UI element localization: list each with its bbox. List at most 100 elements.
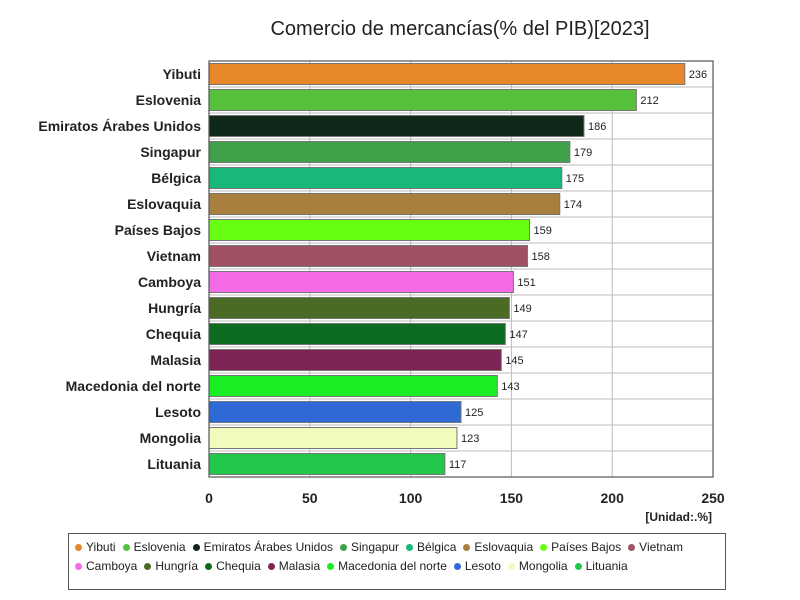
value-label: 159 [534,225,552,237]
category-label: Macedonia del norte [66,378,202,394]
legend-item: Chequia [205,559,261,573]
value-label: 147 [509,329,527,341]
legend-marker [267,562,275,570]
chart-title: Comercio de mercancías(% del PIB)[2023] [270,18,649,40]
legend-item: Yibuti [75,540,116,554]
category-label: Países Bajos [115,222,202,238]
bar [208,167,563,189]
category-label: Emiratos Árabes Unidos [38,118,201,134]
x-tick-label: 100 [399,490,423,506]
legend-item: Eslovaquia [463,540,533,554]
legend-marker [453,562,461,570]
legend-marker [75,562,82,570]
legend-item: Camboya [75,559,137,573]
unit-label: [Unidad:.%] [645,510,712,524]
x-tick-label: 150 [500,490,524,506]
value-label: 179 [574,147,592,159]
value-label: 151 [517,277,535,289]
bar [208,401,462,423]
legend-item: Vietnam [628,540,683,554]
legend-item: Países Bajos [540,540,621,554]
plot-frame [208,60,714,478]
legend-label: Malasia [278,559,321,573]
legend-label: Hungría [155,559,199,573]
category-labels: Yibuti Eslovenia Emiratos Árabes Unidos Sin… [38,66,201,472]
value-labels: 236 212 186 179 175 174 159 158 151 149 147 145 143 1… [449,69,707,471]
bar [208,453,446,475]
legend-label: Macedonia del norte [338,559,447,573]
bar [208,63,686,85]
value-label: 145 [505,355,523,367]
category-label: Camboya [138,274,201,290]
legend-item: Singapur [340,540,399,554]
legend-label: Mongolia [518,559,568,573]
legend-marker [144,562,152,570]
bar [208,219,531,241]
bar [208,323,506,345]
legend-item: Eslovenia [122,540,186,554]
category-label: Malasia [150,352,201,368]
category-label: Bélgica [151,170,201,186]
value-label: 123 [461,433,479,445]
legend-label: Chequia [216,559,261,573]
value-label: 125 [465,407,483,419]
legend-label: Países Bajos [551,540,622,554]
legend-label: Emiratos Árabes Unidos [203,540,333,554]
legend-label: Bélgica [417,540,457,554]
legend-item: Mongolia [507,559,568,573]
legend-marker [463,543,471,551]
legend-item: Emiratos Árabes Unidos [192,540,333,554]
bar [208,271,514,293]
bar [208,297,510,319]
x-tick-label: 0 [205,490,213,506]
x-tick-label: 200 [601,490,625,506]
bar [208,141,571,163]
category-label: Yibuti [163,66,201,82]
value-label: 143 [501,381,519,393]
bar [208,245,529,267]
legend-item: Bélgica [406,540,456,554]
legend-item: Macedonia del norte [327,559,447,573]
category-label: Eslovaquia [127,196,201,212]
legend-marker [75,543,82,551]
legend-marker [574,562,582,570]
legend-item: Malasia [267,559,321,573]
x-tick-labels: 0 50 100 150 200 250 [205,490,725,506]
legend-marker [507,562,515,570]
category-label: Singapur [140,144,201,160]
legend-label: Singapur [351,540,400,554]
bar [208,349,502,371]
category-label: Lituania [147,456,201,472]
legend-marker [628,543,636,551]
value-label: 186 [588,121,606,133]
legend-marker [540,543,548,551]
category-label: Eslovenia [136,92,202,108]
legend-item: Hungría [144,559,198,573]
value-label: 174 [564,199,582,211]
category-label: Lesoto [155,404,201,420]
legend-label: Lesoto [464,559,501,573]
legend-label: Camboya [86,559,138,573]
legend-marker [340,543,347,551]
legend-marker [327,562,335,570]
x-tick-label: 250 [701,490,725,506]
legend: Yibuti Eslovenia Emiratos Árabes Unidos Sin… [68,533,726,590]
legend-label: Lituania [585,559,628,573]
legend-marker [406,543,414,551]
legend-item: Lesoto [453,559,501,573]
legend-label: Eslovaquia [474,540,534,554]
bar [208,89,637,111]
value-label: 149 [513,303,531,315]
legend-label: Vietnam [639,540,683,554]
legend-label: Yibuti [86,540,116,554]
value-label: 212 [640,95,658,107]
value-label: 158 [532,251,550,263]
bar [208,375,498,397]
bar [208,427,458,449]
legend-marker [192,543,200,551]
legend-label: Eslovenia [133,540,186,554]
legend-items: Yibuti Eslovenia Emiratos Árabes Unidos Sin… [75,540,719,578]
legend-marker [205,562,213,570]
category-label: Hungría [148,300,201,316]
